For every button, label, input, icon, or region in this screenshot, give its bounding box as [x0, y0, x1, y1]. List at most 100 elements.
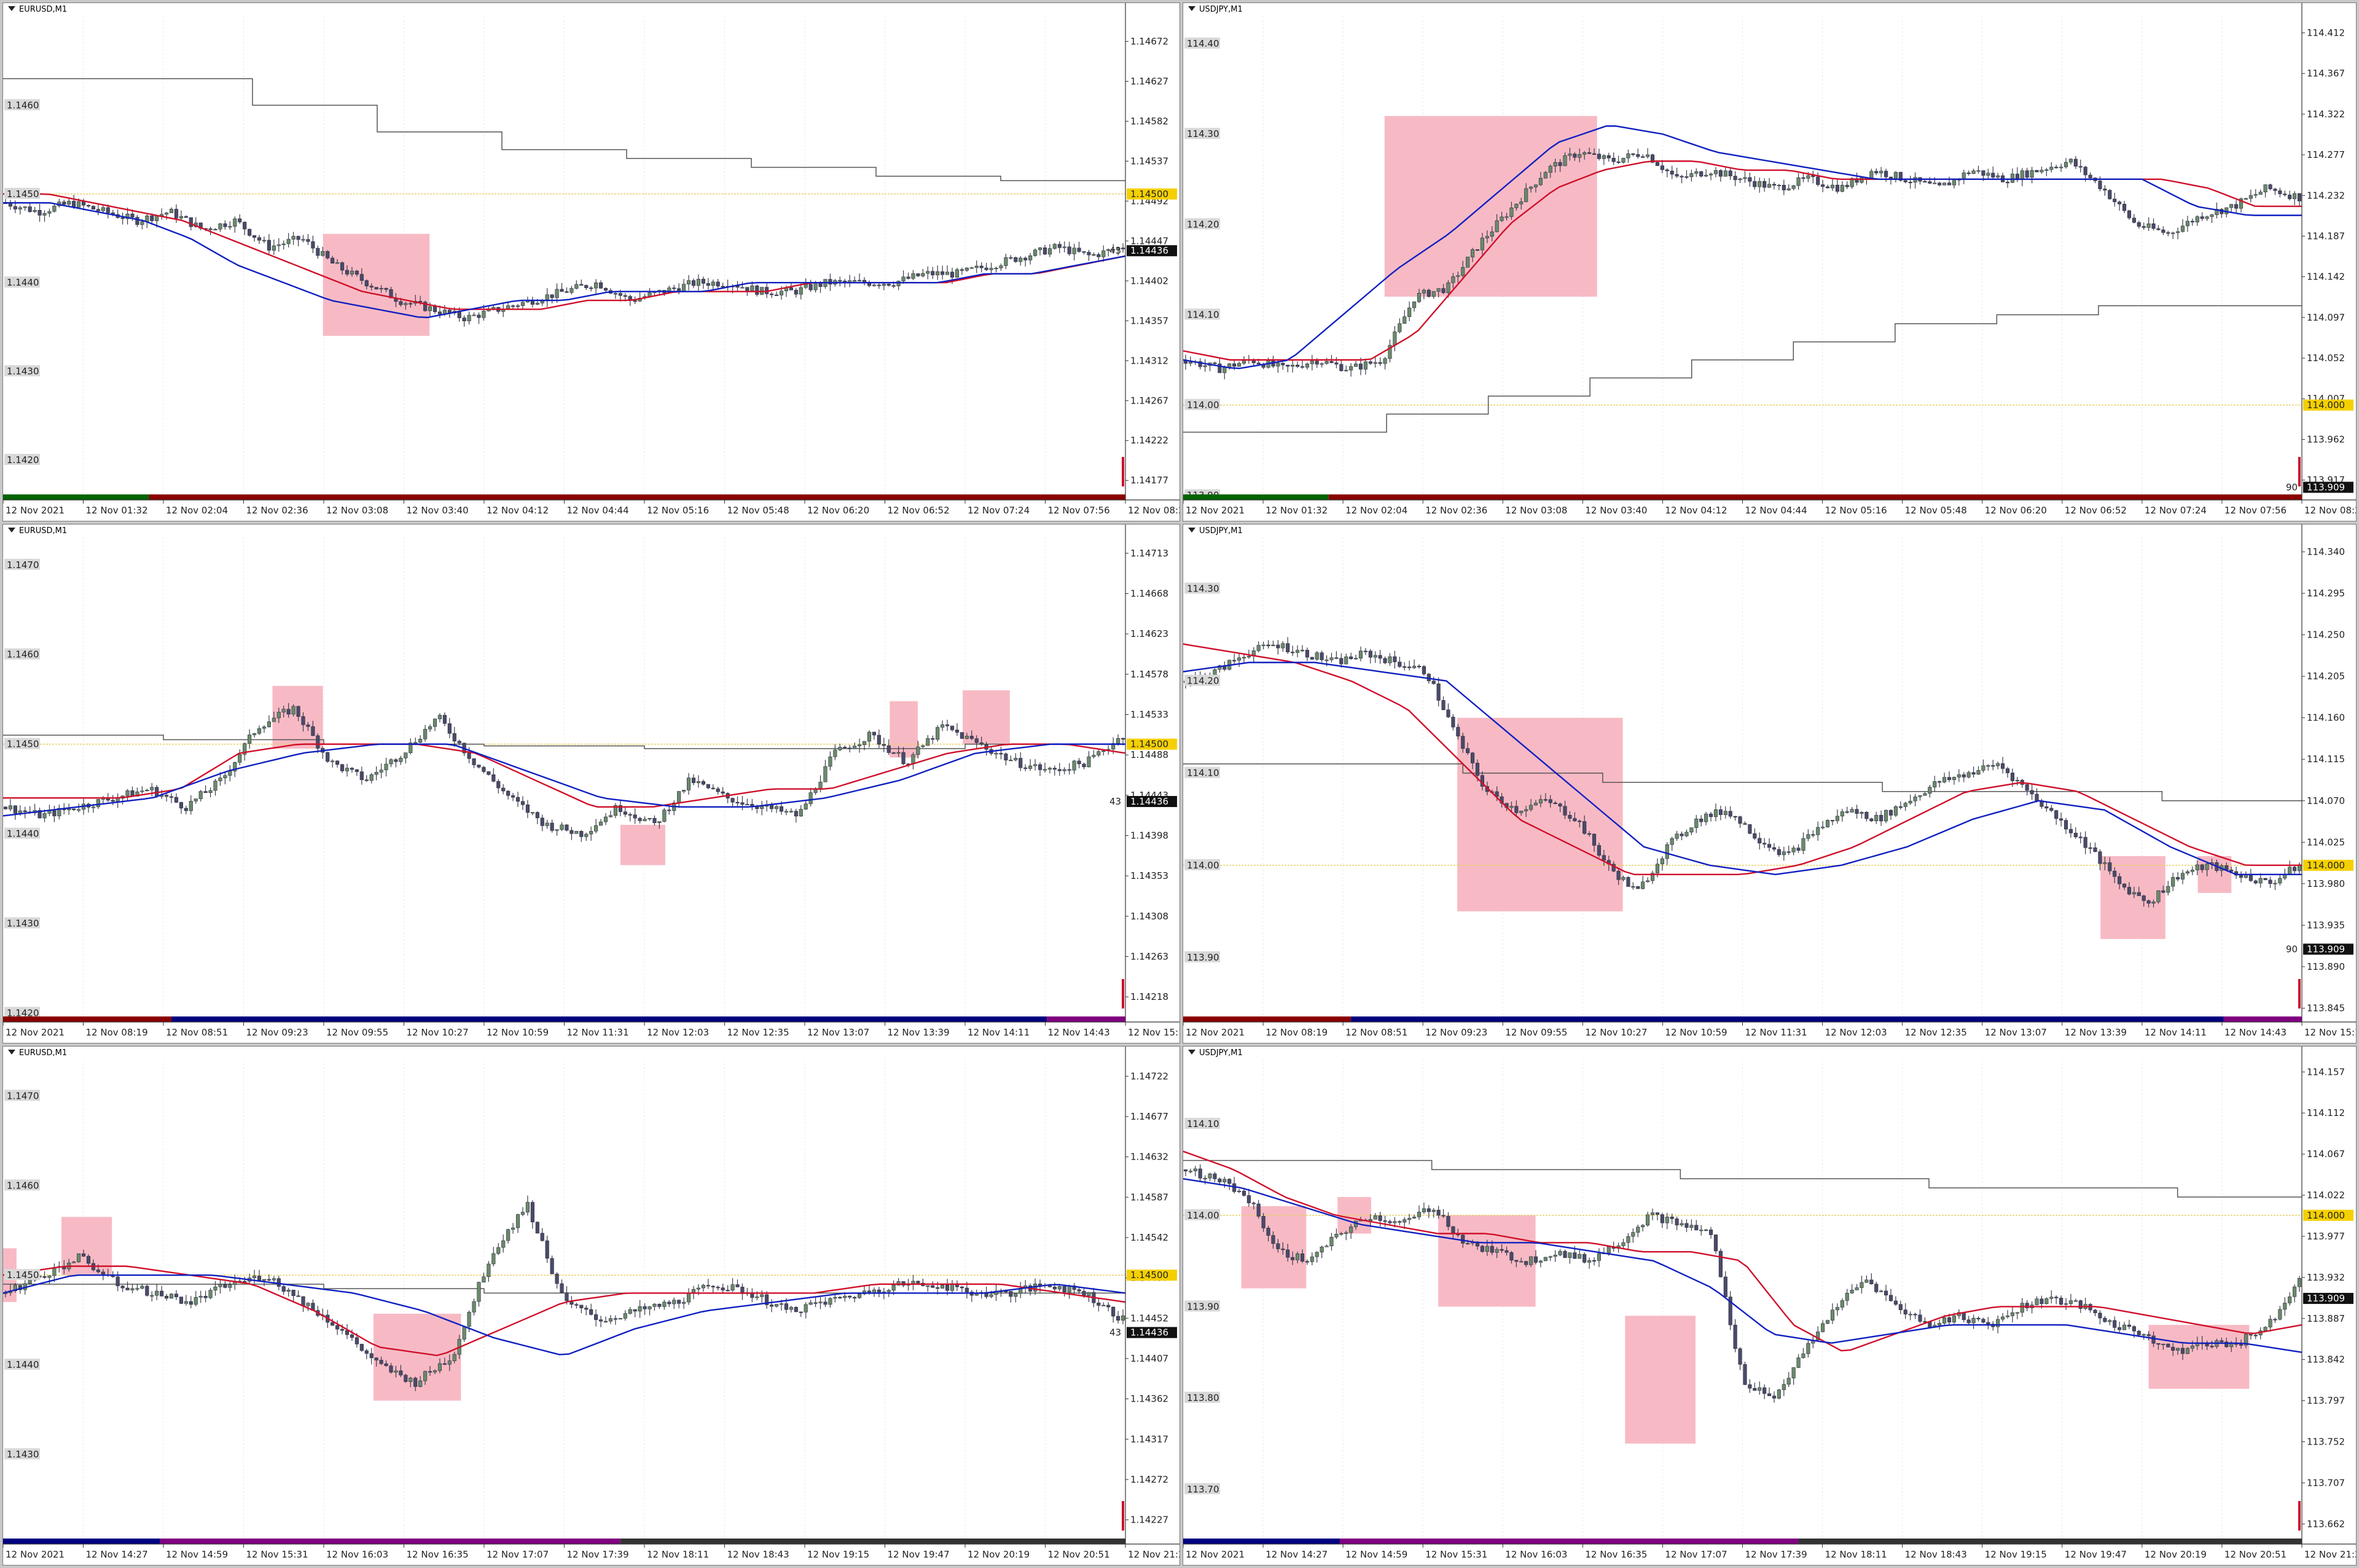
candle-body	[394, 1370, 398, 1373]
candle-body	[1237, 1190, 1242, 1192]
left-price-label-bg	[4, 187, 40, 199]
candle-body	[974, 738, 979, 743]
candle-body	[267, 721, 271, 727]
ma-blue-line	[1183, 125, 2302, 370]
candle-body	[730, 1284, 735, 1291]
chart-panel-usdjpy-1[interactable]: USDJPY,M1 114.40 114.30 114.20 114.10 114.00 1…	[1183, 2, 2357, 521]
candle-body	[560, 1283, 564, 1293]
candle-body	[384, 763, 388, 770]
candle-body	[1543, 172, 1547, 179]
time-label: 12 Nov 11:31	[1745, 1027, 1807, 1038]
candle-body	[1320, 1246, 1324, 1253]
candle-body	[2005, 1316, 2010, 1317]
collapse-triangle-icon[interactable]	[8, 6, 15, 11]
price-tick-label: 114.097	[2307, 312, 2345, 323]
candle-body	[1514, 203, 1519, 208]
session-strip	[2223, 1016, 2302, 1022]
time-label: 12 Nov 06:20	[807, 505, 869, 516]
candle-body	[979, 742, 984, 745]
candle-body	[677, 791, 681, 803]
candle-body	[1339, 1233, 1344, 1235]
candle-body	[1592, 153, 1597, 155]
candle-body	[1019, 257, 1023, 262]
chart-svg[interactable]: 1.14701.14601.14501.14401.14301.147221.1…	[3, 1047, 1180, 1565]
candle-body	[1213, 362, 1217, 364]
chart-svg[interactable]: 114.10114.00113.90113.80113.70114.157114…	[1183, 1047, 2356, 1565]
candle-body	[1874, 814, 1879, 821]
chart-panel-usdjpy-2[interactable]: USDJPY,M1 114.30 114.20 114.10 114.00 113.90 1…	[1183, 524, 2357, 1043]
time-label: 12 Nov 13:39	[2065, 1027, 2127, 1038]
price-tick-label: 1.14713	[1130, 548, 1168, 559]
chart-panel-usdjpy-3[interactable]: USDJPY,M1 114.10 114.00 113.90 113.80 113.70 1…	[1183, 1046, 2357, 1566]
candle-body	[1952, 179, 1956, 185]
chart-panel-eurusd-3[interactable]: EURUSD,M1 1.1470 1.1460 1.1450 1.1440 1.1430 1…	[2, 1046, 1180, 1566]
chart-svg[interactable]: 114.40114.30114.20114.10114.00113.90114.…	[1183, 3, 2356, 521]
candle-body	[1324, 660, 1329, 661]
candle-body	[652, 817, 657, 824]
candle-body	[194, 1297, 198, 1305]
chart-panel-eurusd-2[interactable]: EURUSD,M1 1.1470 1.1460 1.1450 1.1440 1.1430 1…	[2, 524, 1180, 1043]
collapse-triangle-icon[interactable]	[1188, 528, 1195, 532]
candle-body	[1344, 1232, 1348, 1234]
candle-body	[1378, 655, 1382, 659]
candle-body	[208, 1290, 213, 1298]
symbol-title[interactable]: EURUSD,M1	[8, 526, 67, 536]
candle-body	[804, 1304, 808, 1313]
candle-body	[1504, 216, 1509, 218]
candle-body	[1227, 1179, 1232, 1184]
candle-body	[37, 209, 42, 216]
candle-body	[1121, 248, 1125, 249]
symbol-title[interactable]: USDJPY,M1	[1188, 526, 1243, 536]
candle-body	[184, 1301, 188, 1304]
candle-body	[774, 294, 779, 296]
price-tick-label: 114.277	[2307, 149, 2345, 160]
candle-body	[2263, 184, 2267, 193]
candle-body	[711, 281, 715, 286]
candle-body	[340, 262, 345, 271]
candle-body	[1986, 173, 1990, 176]
collapse-triangle-icon[interactable]	[1188, 1050, 1195, 1055]
session-strip	[3, 494, 149, 500]
collapse-triangle-icon[interactable]	[8, 1050, 15, 1055]
candle-body	[384, 1363, 388, 1367]
candle-body	[789, 811, 793, 813]
candle-body	[291, 236, 295, 240]
candle-body	[2297, 1277, 2302, 1287]
highlight-zone	[1241, 1206, 1307, 1289]
symbol-title[interactable]: USDJPY,M1	[1188, 1048, 1243, 1058]
candle-body	[1991, 765, 1995, 767]
time-label: 12 Nov 10:59	[1665, 1027, 1727, 1038]
spread-label: 43	[1109, 796, 1121, 807]
candle-body	[994, 753, 998, 755]
candle-body	[198, 791, 203, 799]
candle-body	[1743, 823, 1747, 825]
time-label: 12 Nov 19:47	[2065, 1549, 2127, 1560]
candle-body	[2278, 190, 2282, 194]
candle-body	[326, 752, 330, 762]
candle-body	[848, 1295, 852, 1298]
time-label: 12 Nov 18:43	[727, 1549, 789, 1560]
candle-body	[1898, 806, 1903, 808]
chart-svg[interactable]: 1.14701.14601.14501.14401.14301.14201.14…	[3, 525, 1180, 1043]
candle-body	[1670, 1216, 1674, 1219]
chart-panel-eurusd-1[interactable]: EURUSD,M1 1.1460 1.1450 1.1440 1.1430 1.1420 1…	[2, 2, 1180, 521]
candle-body	[1426, 1208, 1431, 1212]
symbol-title[interactable]: EURUSD,M1	[8, 5, 67, 14]
candle-body	[2273, 1319, 2277, 1320]
time-label: 12 Nov 15:31	[246, 1549, 308, 1560]
candle-body	[1796, 177, 1801, 186]
collapse-triangle-icon[interactable]	[1188, 6, 1195, 11]
current-price-tag	[2303, 943, 2353, 955]
symbol-title[interactable]: EURUSD,M1	[8, 1048, 67, 1058]
candle-body	[950, 271, 955, 278]
candle-body	[1485, 1246, 1489, 1252]
candle-body	[2253, 880, 2258, 884]
candle-body	[1398, 1221, 1402, 1223]
candle-body	[198, 1296, 203, 1298]
candle-body	[359, 771, 364, 780]
collapse-triangle-icon[interactable]	[8, 528, 15, 532]
chart-svg[interactable]: 114.30114.20114.10114.00113.90114.340114…	[1183, 525, 2356, 1043]
candle-body	[1033, 249, 1038, 256]
symbol-title[interactable]: USDJPY,M1	[1188, 5, 1243, 14]
chart-svg[interactable]: 1.14601.14501.14401.14301.14201.146721.1…	[3, 3, 1180, 521]
